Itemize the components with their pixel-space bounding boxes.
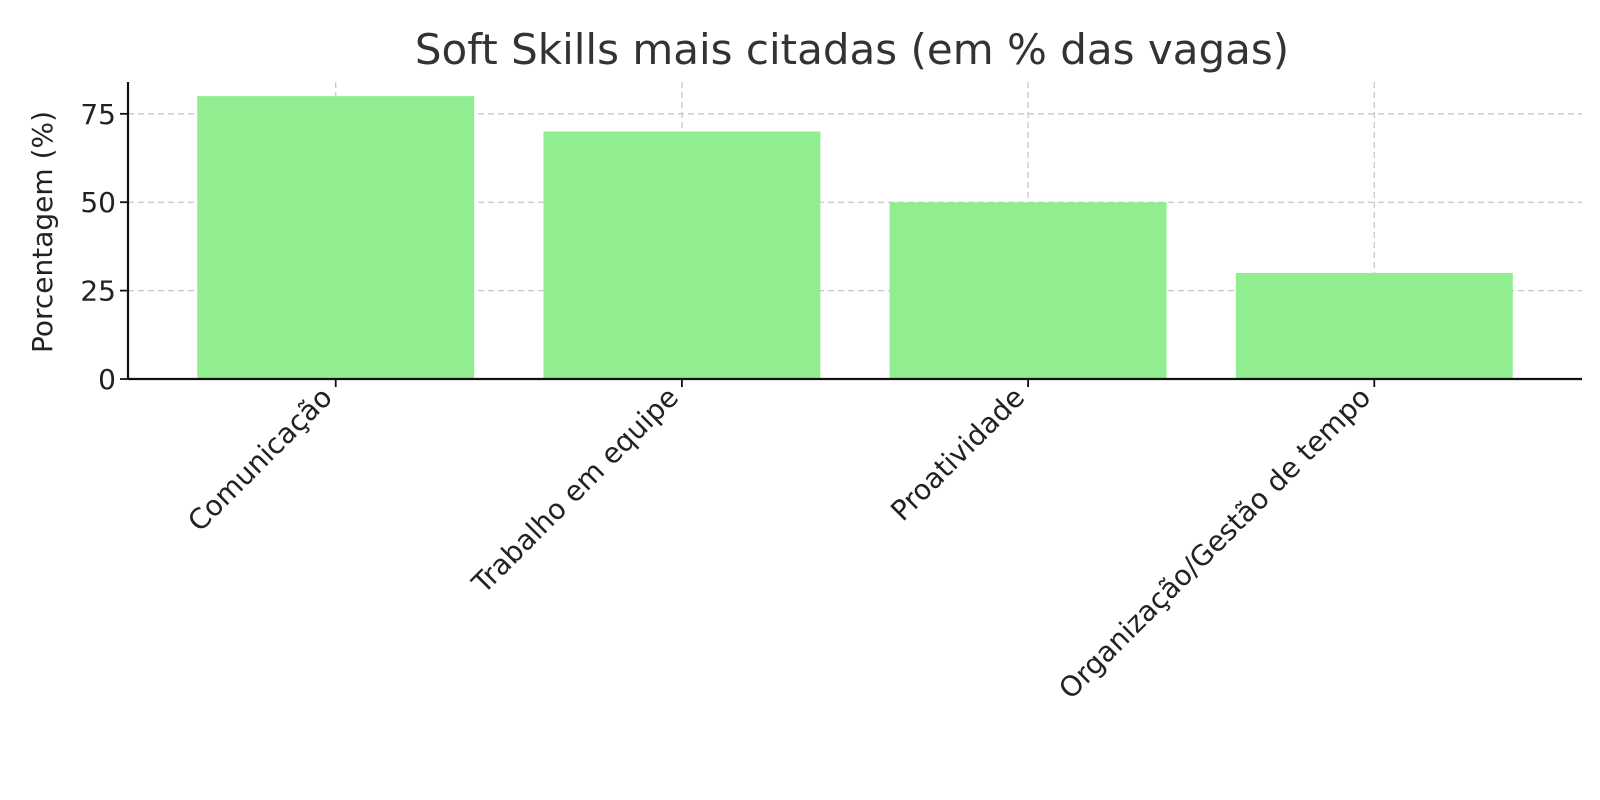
bar [889, 202, 1167, 379]
y-axis-label: Porcentagem (%) [26, 111, 59, 353]
bar [1235, 272, 1513, 379]
bar [543, 131, 821, 379]
y-tick-label: 50 [80, 186, 116, 219]
x-tick-label: Proatividade [884, 381, 1031, 528]
y-tick-label: 75 [80, 98, 116, 131]
bar [197, 96, 475, 380]
y-tick-label: 0 [98, 363, 116, 396]
y-tick-label: 25 [80, 275, 116, 308]
chart-title: Soft Skills mais citadas (em % das vagas… [415, 25, 1289, 74]
bars-layer [197, 96, 1513, 380]
x-tick-label: Trabalho em equipe [465, 381, 685, 601]
x-tick-label: Comunicação [181, 381, 338, 538]
ticks-layer [120, 112, 1376, 387]
x-tick-label: Organização/Gestão de tempo [1052, 381, 1377, 706]
axes-layer [126, 82, 1582, 381]
